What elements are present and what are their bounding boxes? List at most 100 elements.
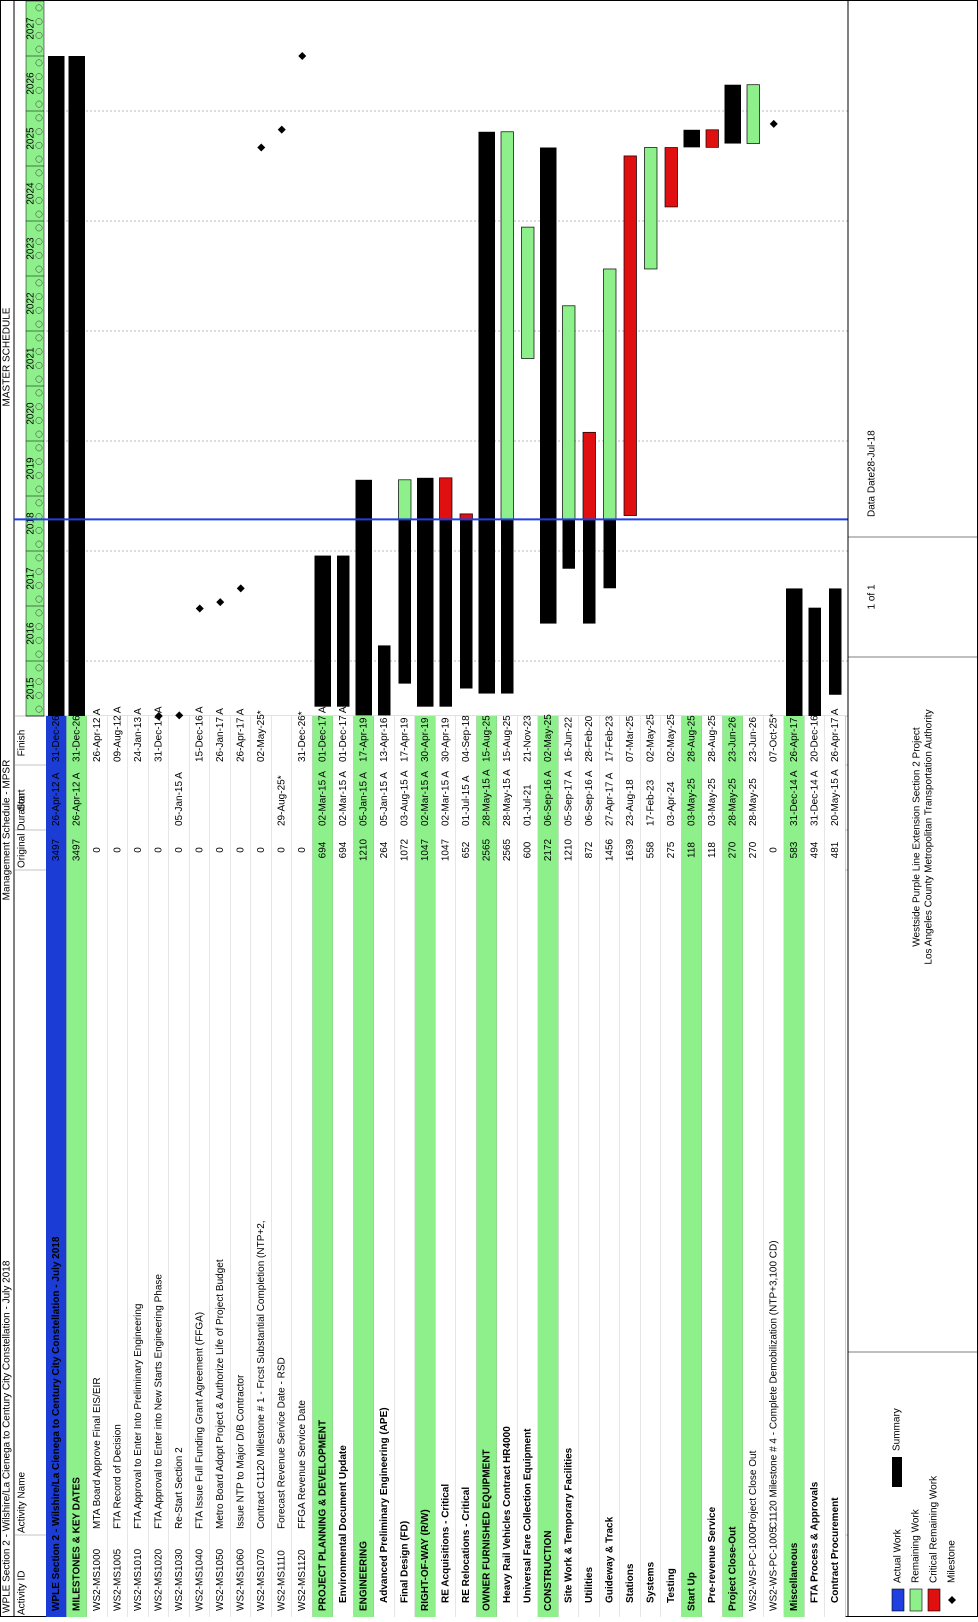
start-date: 03-May-25 <box>686 778 697 826</box>
finish-date: 01-Dec-17 A <box>317 706 328 762</box>
finish-date: 07-Mar-25 <box>625 715 636 762</box>
activity-name: Universal Fare Collection Equipment <box>522 1428 533 1603</box>
summary-bar <box>48 56 65 716</box>
year-label: 2024 <box>26 182 37 205</box>
milestone <box>278 126 286 134</box>
activity-name: RE Relocations - Critical <box>461 1487 472 1603</box>
year-label: 2025 <box>26 127 37 150</box>
finish-date: 24-Jan-13 A <box>133 708 144 762</box>
original-duration: 1456 <box>604 838 615 861</box>
original-duration: 275 <box>666 841 677 858</box>
finish-date: 16-Jun-22 <box>563 717 574 762</box>
original-duration: 2172 <box>543 838 554 861</box>
header-title: WPLE Section 2 - Wilshire/La Cienega to … <box>2 1260 13 1613</box>
start-date: 26-Apr-12 A <box>51 772 62 826</box>
activity-id: WS2-MS1030 <box>174 1548 185 1611</box>
summary-bar <box>725 85 742 144</box>
original-duration: 118 <box>707 842 718 858</box>
finish-date: 01-Dec-17 A <box>338 706 349 762</box>
original-duration: 0 <box>256 847 267 853</box>
original-duration: 0 <box>133 847 144 853</box>
original-duration: 0 <box>92 847 103 853</box>
original-duration: 583 <box>789 841 800 858</box>
summary-bar <box>540 148 557 624</box>
legend-swatch <box>892 1589 904 1611</box>
original-duration: 2565 <box>502 838 513 861</box>
summary-bar <box>479 132 496 694</box>
start-date: 20-May-15 A <box>830 769 841 826</box>
start-date: 01-Jul-15 A <box>461 775 472 826</box>
column-header: Activity Name <box>17 1471 28 1533</box>
start-date: 28-May-25 <box>748 778 759 826</box>
remaining-bar <box>665 148 678 207</box>
activity-name: Metro Board Adopt Project & Authorize Li… <box>215 1259 226 1529</box>
finish-date: 31-Dec-26 <box>71 715 82 762</box>
legend-label: Summary <box>892 1408 903 1451</box>
actual-bar <box>809 608 822 716</box>
finish-date: 07-Oct-25* <box>768 714 779 762</box>
original-duration: 270 <box>727 841 738 858</box>
original-duration: 2565 <box>481 838 492 861</box>
activity-name: FTA Approval to Enter into New Starts En… <box>153 1274 164 1529</box>
activity-name: Forecast Revenue Service Date - RSD <box>276 1357 287 1529</box>
activity-name: Project Close Out <box>748 1450 759 1529</box>
activity-name: Systems <box>645 1561 656 1603</box>
actual-bar <box>583 519 596 623</box>
finish-date: 31-Dec-26 <box>51 715 62 762</box>
start-date: 27-Apr-17 A <box>604 772 615 826</box>
activity-id: WS2-WS-PC-1005 <box>768 1527 779 1611</box>
finish-date: 26-Jan-17 A <box>215 708 226 762</box>
milestone <box>257 144 265 152</box>
legend-swatch <box>928 1589 940 1611</box>
finish-date: 23-Jun-26 <box>727 717 738 762</box>
legend-milestone <box>948 1596 956 1604</box>
finish-date: 26-Apr-17 A <box>789 708 800 762</box>
activity-name: FTA Approval to Enter Into Preliminary E… <box>133 1304 144 1529</box>
start-date: 05-Jan-15 A <box>379 772 390 826</box>
finish-date: 30-Apr-19 <box>440 717 451 762</box>
milestone <box>298 52 306 60</box>
activity-name: MTA Board Approve Final EIS/EIR <box>92 1377 103 1529</box>
activity-name: FTA Process & Approvals <box>809 1481 820 1603</box>
actual-bar <box>604 519 617 588</box>
milestone <box>196 604 204 612</box>
legend-summary-swatch <box>892 1457 902 1487</box>
column-header: Finish <box>17 730 28 757</box>
original-duration: 0 <box>215 847 226 853</box>
summary-bar <box>69 56 86 716</box>
original-duration: 494 <box>809 841 820 858</box>
original-duration: 1047 <box>440 838 451 861</box>
actual-bar <box>501 519 514 693</box>
activity-name: CONSTRUCTION <box>543 1530 554 1611</box>
year-label: 2021 <box>26 347 37 370</box>
finish-date: 15-Dec-16 A <box>194 706 205 762</box>
activity-name: Miscellaneous <box>789 1542 800 1611</box>
summary-bar <box>315 556 332 707</box>
activity-name: OWNER FURNISHED EQUIPMENT <box>481 1449 492 1611</box>
original-duration: 652 <box>461 841 472 858</box>
finish-date: 02-May-25 <box>666 714 677 762</box>
finish-date: 09-Aug-12 A <box>112 706 123 762</box>
original-duration: 1072 <box>399 838 410 861</box>
year-label: 2026 <box>26 72 37 95</box>
actual-bar <box>563 519 576 568</box>
header-right: MASTER SCHEDULE <box>2 307 13 406</box>
activity-name: Issue NTP to Major D/B Contractor <box>235 1374 246 1529</box>
original-duration: 264 <box>379 841 390 858</box>
activity-name: Stations <box>625 1563 636 1603</box>
original-duration: 1047 <box>420 838 431 861</box>
activity-name: RE Acquisitions - Critical <box>440 1484 451 1603</box>
finish-date: 28-Aug-25 <box>707 715 718 762</box>
activity-name: Project Close-Out <box>727 1526 738 1611</box>
remaining-bar <box>563 306 576 520</box>
finish-date: 02-May-25 <box>543 714 554 762</box>
footer-project: Westside Purple Line Extension Section 2… <box>912 727 923 947</box>
original-duration: 0 <box>194 847 205 853</box>
activity-id: WS2-MS1000 <box>92 1548 103 1611</box>
actual-bar <box>460 519 473 688</box>
start-date: 28-May-15 A <box>481 769 492 826</box>
original-duration: 694 <box>338 841 349 858</box>
year-label: 2027 <box>26 17 37 40</box>
